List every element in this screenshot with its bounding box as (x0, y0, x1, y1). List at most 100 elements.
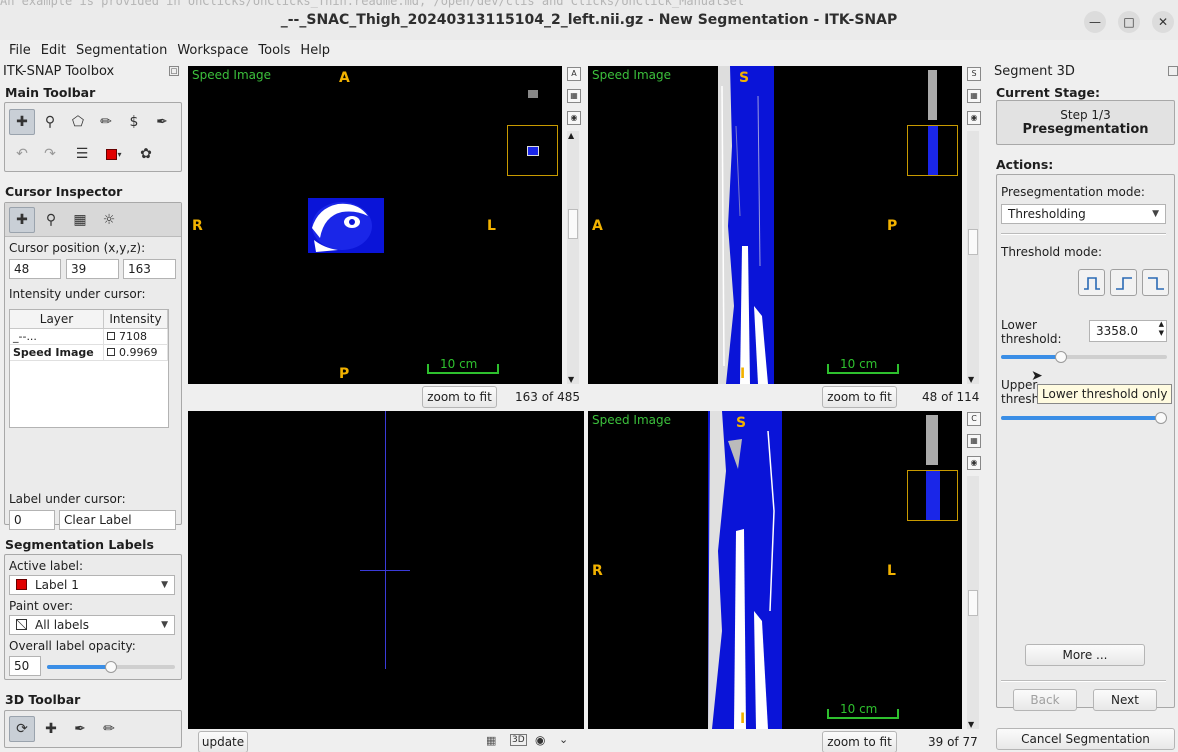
axial-view[interactable]: Speed Image A P R L 10 cm (188, 66, 562, 384)
3d-mode-icon[interactable]: 3D (510, 734, 527, 746)
polygon-tool-icon[interactable]: ⬠ (71, 114, 85, 130)
orientation-left: R (192, 218, 203, 234)
cursor-y-field[interactable]: 39 (66, 259, 119, 279)
axial-scroll-handle[interactable] (568, 209, 578, 239)
scroll-down-icon[interactable]: ▼ (968, 720, 975, 729)
3d-layout-icon[interactable]: ▦ (486, 734, 497, 747)
label-color-icon[interactable]: ▾ (101, 141, 127, 167)
divider (1001, 233, 1166, 235)
opacity-slider-handle[interactable] (105, 661, 117, 673)
scale-bar-label: 10 cm (440, 357, 478, 371)
cursor-inspector-zoom-icon[interactable]: ⚲ (45, 212, 57, 228)
coronal-zoom-to-fit-button[interactable]: zoom to fit (822, 731, 897, 752)
lower-threshold-only-icon[interactable] (1110, 269, 1137, 296)
3d-crosshair-vertical (385, 411, 386, 669)
minimize-icon[interactable]: — (1084, 11, 1106, 33)
crosshair-tool-icon[interactable]: ✚ (9, 109, 35, 135)
cancel-segmentation-button[interactable]: Cancel Segmentation (996, 728, 1175, 750)
lower-threshold-slider-handle[interactable] (1055, 351, 1067, 363)
background-terminal-text: An example is provided in UnClicks/UnCli… (0, 0, 745, 8)
view-camera-icon[interactable]: ◉ (967, 456, 981, 470)
view-layout-a-icon[interactable]: A (567, 67, 581, 81)
axial-thumbnail[interactable] (507, 125, 558, 176)
3d-camera-icon[interactable]: ◉ (535, 733, 546, 747)
orientation-top: S (739, 70, 750, 86)
scroll-down-icon[interactable]: ▼ (968, 375, 975, 384)
scroll-down-icon[interactable]: ▼ (568, 375, 575, 384)
3d-spray-icon[interactable]: ✏ (103, 721, 115, 737)
update-3d-button[interactable]: update (198, 731, 248, 752)
cursor-inspector-grid-icon[interactable]: ▦ (73, 212, 87, 228)
redo-icon[interactable]: ↷ (44, 146, 56, 162)
undo-icon[interactable]: ↶ (16, 146, 28, 162)
3d-rotate-icon[interactable]: ⟳ (9, 716, 35, 742)
view-grid-icon[interactable]: ▦ (967, 89, 981, 103)
undock-icon[interactable]: □ (169, 66, 179, 76)
sagittal-view[interactable]: Speed Image S I A P 10 cm (588, 66, 962, 384)
presegmentation-mode-select[interactable]: Thresholding ▼ (1001, 204, 1166, 224)
coronal-scroll-handle[interactable] (968, 590, 978, 616)
menu-help[interactable]: Help (300, 43, 331, 58)
main-toolbar-title: Main Toolbar (5, 85, 96, 100)
back-button[interactable]: Back (1013, 689, 1077, 711)
axial-view-tools: A ▦ ◉ (565, 67, 583, 133)
sagittal-zoom-to-fit-button[interactable]: zoom to fit (822, 386, 897, 408)
cursor-z-field[interactable]: 163 (123, 259, 176, 279)
menu-file[interactable]: File (9, 43, 31, 58)
lower-threshold-slider-track[interactable] (1001, 355, 1167, 359)
cursor-inspector-crosshair-icon[interactable]: ✚ (9, 207, 35, 233)
menu-workspace[interactable]: Workspace (177, 43, 249, 58)
upper-threshold-only-icon[interactable] (1142, 269, 1169, 296)
two-sided-threshold-icon[interactable] (1078, 269, 1105, 296)
layers-icon[interactable]: ☰ (75, 146, 89, 162)
scale-bar (827, 364, 899, 374)
3d-options-chevron-icon[interactable]: ⌄ (559, 733, 569, 746)
view-camera-icon[interactable]: ◉ (567, 111, 581, 125)
opacity-label: Overall label opacity: (9, 639, 136, 653)
coronal-slice-scrollbar[interactable]: ▼ (967, 476, 979, 729)
view-layout-c-icon[interactable]: C (967, 412, 981, 426)
next-button[interactable]: Next (1093, 689, 1157, 711)
spin-arrows-icon[interactable]: ▲ ▼ (1158, 320, 1164, 337)
segment-3d-undock-icon[interactable] (1168, 66, 1178, 76)
palette-icon[interactable]: ✿ (140, 146, 152, 162)
view-grid-icon[interactable]: ▦ (567, 89, 581, 103)
axial-slice-scrollbar[interactable]: ▲ ▼ (567, 131, 579, 384)
menu-segmentation[interactable]: Segmentation (75, 43, 168, 58)
axial-zoom-to-fit-button[interactable]: zoom to fit (422, 386, 497, 408)
sagittal-slice-scrollbar[interactable]: ▼ (967, 131, 979, 384)
annotation-tool-icon[interactable]: ✒ (156, 114, 168, 130)
3d-scalpel-icon[interactable]: ✒ (74, 721, 86, 737)
more-button[interactable]: More ... (1025, 644, 1145, 666)
cursor-x-field[interactable]: 48 (9, 259, 61, 279)
table-row[interactable]: _--... 7108 (10, 329, 168, 345)
paintbrush-tool-icon[interactable]: ✏ (100, 114, 112, 130)
view-camera-icon[interactable]: ◉ (967, 111, 981, 125)
opacity-field[interactable]: 50 (9, 656, 41, 676)
view-grid-icon[interactable]: ▦ (967, 434, 981, 448)
snake-tool-icon[interactable]: $ (129, 114, 139, 130)
paint-over-select[interactable]: All labels ▼ (9, 615, 175, 635)
sagittal-scroll-handle[interactable] (968, 229, 978, 255)
zoom-tool-icon[interactable]: ⚲ (44, 114, 56, 130)
cursor-inspector-panel: ✚ ⚲ ▦ ☼ Cursor position (x,y,z): 48 39 1… (4, 202, 182, 530)
maximize-icon[interactable]: □ (1118, 11, 1140, 33)
layer-column-header: Layer (10, 310, 104, 328)
close-icon[interactable]: ✕ (1152, 11, 1174, 33)
chevron-down-icon: ▼ (161, 620, 168, 630)
upper-threshold-slider-handle[interactable] (1155, 412, 1167, 424)
table-row[interactable]: Speed Image 0.9969 (10, 345, 168, 361)
menu-edit[interactable]: Edit (40, 43, 66, 58)
cursor-inspector-sync-icon[interactable]: ☼ (102, 212, 116, 228)
coronal-thumbnail[interactable] (907, 470, 958, 521)
view-layout-s-icon[interactable]: S (967, 67, 981, 81)
sagittal-thumbnail[interactable] (907, 125, 958, 176)
menu-tools[interactable]: Tools (258, 43, 291, 58)
3d-view[interactable] (188, 411, 584, 729)
sagittal-slice-image (718, 66, 774, 384)
lower-threshold-field[interactable]: 3358.0 ▲ ▼ (1089, 320, 1167, 342)
coronal-view[interactable]: Speed Image S I R L 10 cm (588, 411, 962, 729)
scroll-up-icon[interactable]: ▲ (568, 131, 575, 140)
active-label-select[interactable]: Label 1 ▼ (9, 575, 175, 595)
3d-crosshair-icon[interactable]: ✚ (45, 721, 57, 737)
